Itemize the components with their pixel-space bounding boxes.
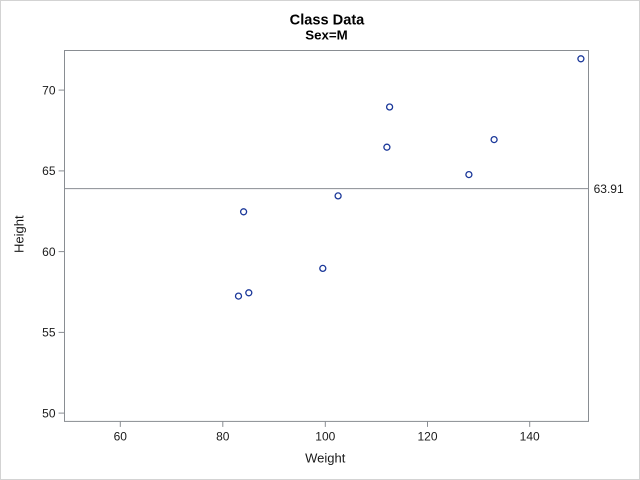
svg-text:50: 50 bbox=[42, 406, 56, 420]
svg-text:120: 120 bbox=[417, 429, 437, 443]
svg-text:Height: Height bbox=[12, 215, 27, 253]
svg-text:65: 65 bbox=[42, 164, 56, 178]
svg-text:Weight: Weight bbox=[305, 450, 346, 465]
svg-text:63.91: 63.91 bbox=[594, 182, 624, 196]
svg-text:70: 70 bbox=[42, 83, 56, 97]
svg-text:80: 80 bbox=[216, 429, 230, 443]
svg-text:55: 55 bbox=[42, 326, 56, 340]
svg-text:140: 140 bbox=[520, 429, 540, 443]
svg-text:60: 60 bbox=[114, 429, 128, 443]
svg-text:60: 60 bbox=[42, 245, 56, 259]
svg-text:100: 100 bbox=[315, 429, 335, 443]
svg-text:Class Data: Class Data bbox=[290, 13, 366, 29]
svg-text:Sex=M: Sex=M bbox=[305, 28, 348, 43]
